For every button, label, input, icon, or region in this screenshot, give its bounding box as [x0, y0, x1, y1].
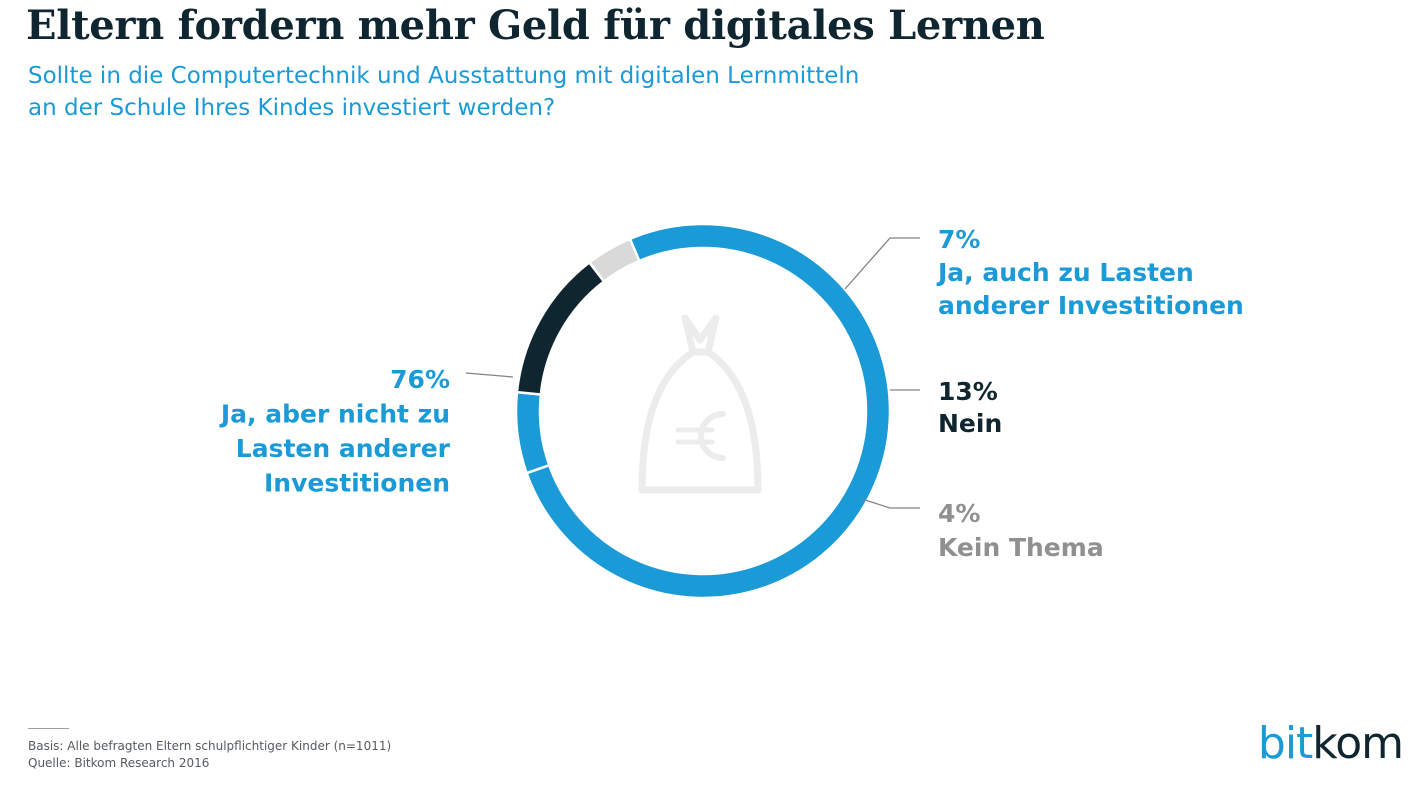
donut-slice-4 — [587, 237, 641, 284]
donut-slice-1 — [525, 222, 892, 600]
slice-category-label-2-line-2: anderer Investitionen — [938, 291, 1244, 320]
chart-title: Eltern fordern mehr Geld für digitales L… — [26, 2, 1045, 49]
footer-source: Quelle: Bitkom Research 2016 — [28, 756, 210, 770]
leader-line-2 — [844, 237, 920, 290]
chart-subtitle: Sollte in die Computertechnik und Aussta… — [28, 60, 1008, 124]
slice-category-label-3-line-1: Nein — [938, 409, 1002, 438]
bitkom-logo: bitkom — [1258, 722, 1404, 766]
logo-part-kom: kom — [1312, 718, 1404, 769]
donut-slice-2 — [514, 390, 551, 475]
slice-category-label-1-line-2: Lasten anderer — [236, 434, 451, 463]
slice-labels: 76% Ja, aber nicht zu Lasten anderer Invest… — [219, 225, 1244, 562]
footer-basis: Basis: Alle befragten Eltern schulpflich… — [28, 739, 392, 753]
donut-slices — [514, 222, 892, 600]
slice-category-label-1-line-1: Ja, aber nicht zu — [219, 400, 450, 429]
slice-category-label-1-line-3: Investitionen — [264, 469, 450, 498]
slice-category-label-4-line-1: Kein Thema — [938, 533, 1104, 562]
slice-value-label-4: 4% — [938, 499, 980, 528]
logo-part-bit: bit — [1257, 718, 1313, 769]
leader-lines — [465, 237, 920, 509]
money-bag-euro-icon — [638, 314, 762, 494]
subtitle-line-2: an der Schule Ihres Kindes investiert we… — [28, 95, 556, 121]
leader-line-1 — [465, 372, 514, 378]
footer-divider — [28, 728, 69, 729]
slice-value-label-2: 7% — [938, 225, 980, 254]
subtitle-line-1: Sollte in die Computertechnik und Aussta… — [28, 63, 860, 89]
slice-category-label-2-line-1: Ja, auch zu Lasten — [936, 258, 1194, 287]
slice-value-label-3: 13% — [938, 377, 998, 406]
slice-value-label-1: 76% — [390, 365, 450, 394]
donut-slice-3 — [515, 260, 606, 396]
leader-line-4 — [861, 498, 920, 509]
footer-notes: Basis: Alle befragten Eltern schulpflich… — [28, 738, 391, 772]
